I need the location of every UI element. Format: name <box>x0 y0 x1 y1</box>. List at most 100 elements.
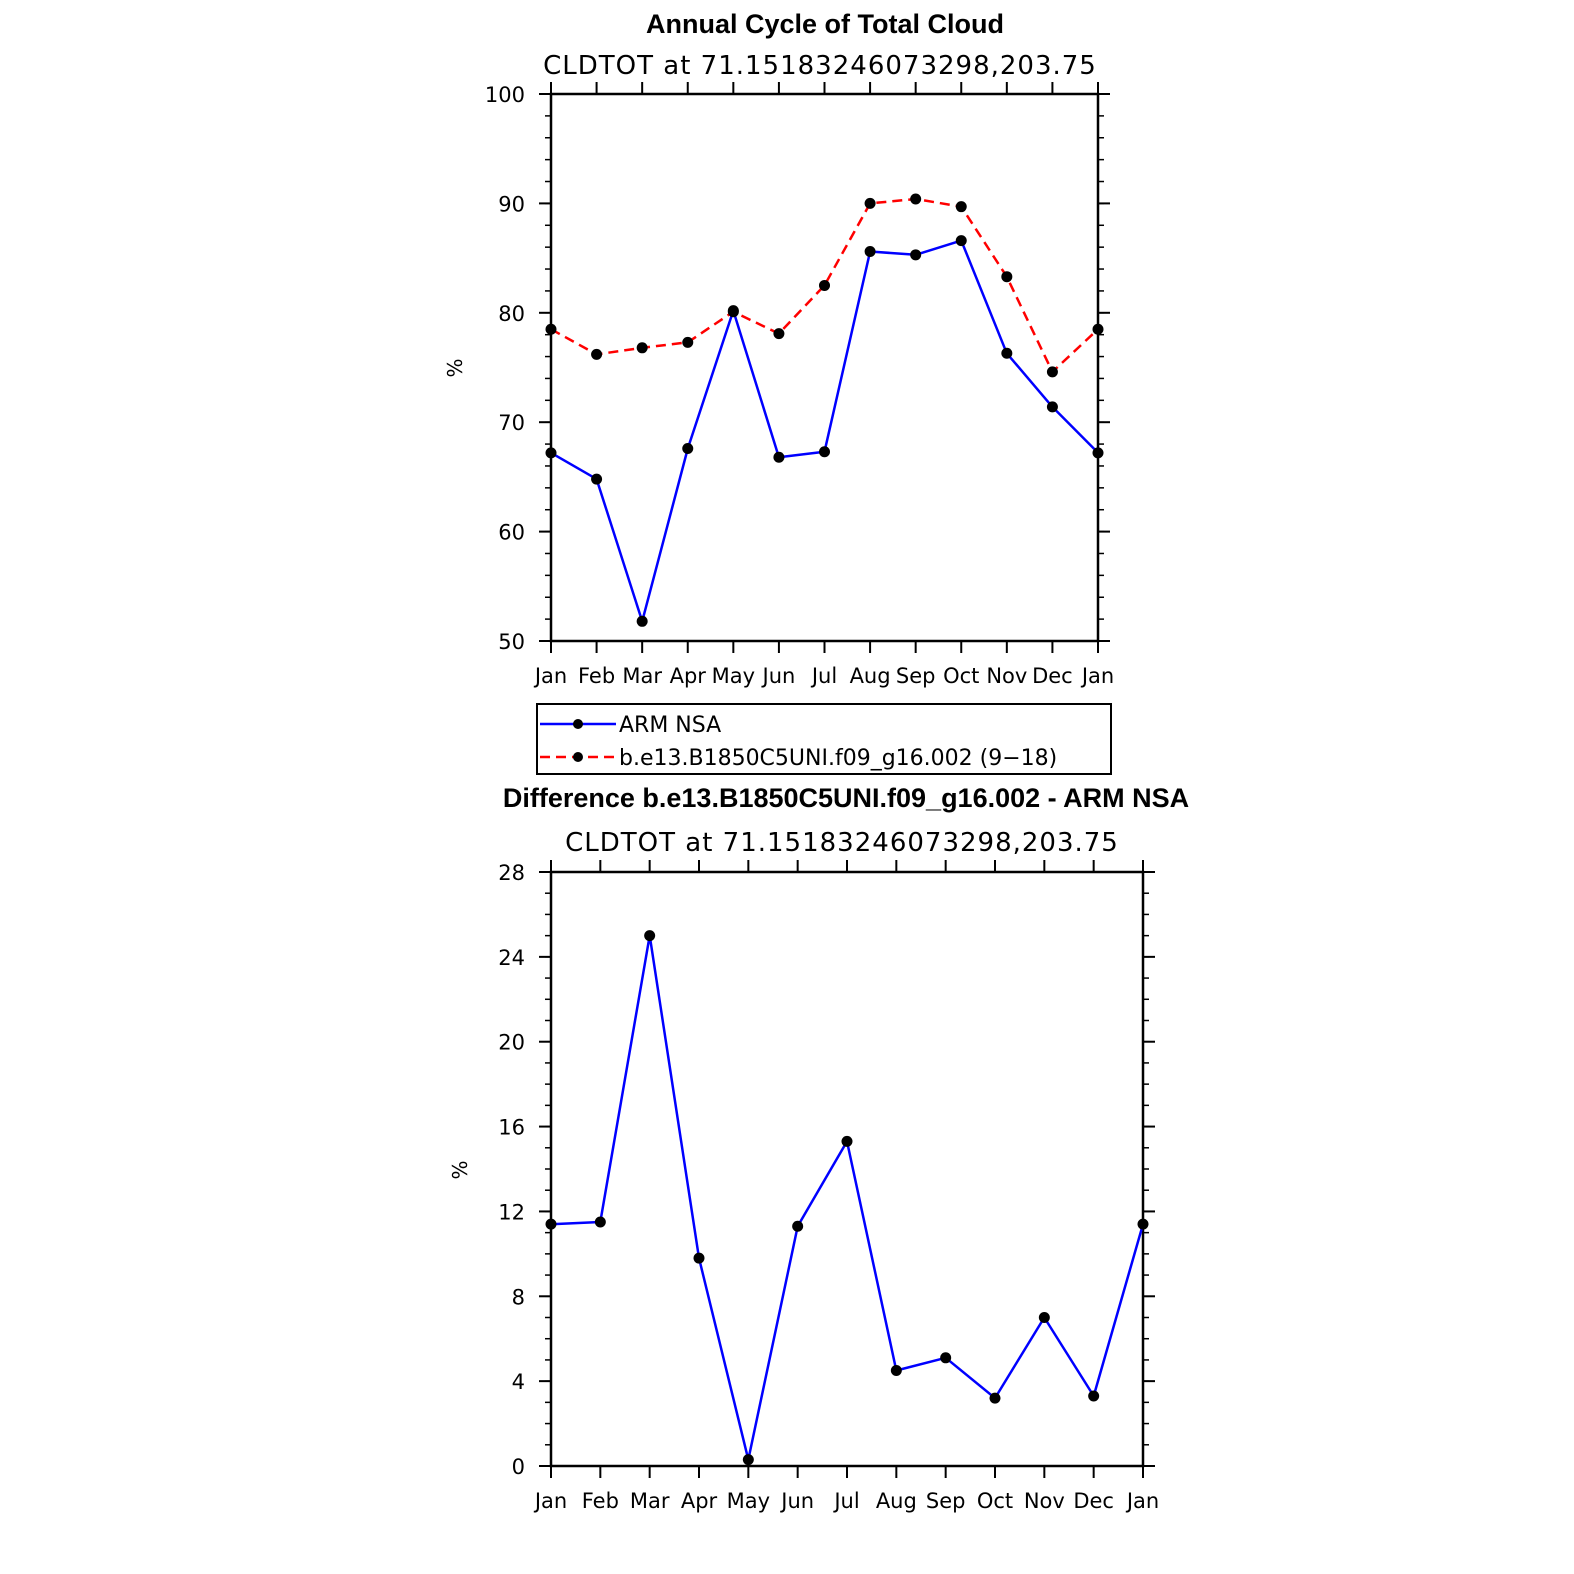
data-point <box>1001 271 1013 283</box>
x-tick-label: Apr <box>681 1489 718 1513</box>
x-tick-label: Apr <box>670 664 707 688</box>
x-tick-label: Jan <box>1125 1489 1159 1513</box>
x-tick-label: May <box>727 1489 770 1513</box>
x-tick-label: Feb <box>582 1489 619 1513</box>
x-tick-label: Nov <box>986 664 1027 688</box>
y-tick-label: 4 <box>512 1370 525 1394</box>
data-point <box>864 246 876 258</box>
y-tick-label: 28 <box>498 861 525 885</box>
legend-marker-arm-nsa <box>573 719 583 729</box>
data-point <box>1092 323 1104 335</box>
x-tick-label: Dec <box>1032 664 1073 688</box>
x-tick-label: Jan <box>533 1489 567 1513</box>
series-layer <box>545 193 1104 627</box>
x-tick-label: Oct <box>943 664 979 688</box>
x-tick-label: Mar <box>622 664 662 688</box>
chart-title: Annual Cycle of Total Cloud <box>646 9 1004 39</box>
data-point <box>545 323 557 335</box>
data-point <box>727 306 739 318</box>
y-tick-label: 16 <box>498 1116 525 1140</box>
data-point <box>792 1220 804 1232</box>
x-tick-label: May <box>712 664 755 688</box>
data-point <box>545 447 557 459</box>
chart-subtitle: CLDTOT at 71.15183246073298,203.75 <box>565 828 1119 858</box>
data-point <box>955 235 967 247</box>
data-point <box>940 1352 952 1364</box>
plot-frame <box>549 92 1100 643</box>
data-point <box>594 1216 606 1228</box>
y-axis-label: % <box>443 358 467 377</box>
y-tick-label: 90 <box>498 192 525 216</box>
data-point <box>910 249 922 261</box>
y-tick-label: 12 <box>498 1200 525 1224</box>
legend-marker-model <box>573 752 583 762</box>
data-point <box>1088 1390 1100 1402</box>
legend-label-model: b.e13.B1850C5UNI.f09_g16.002 (9−18) <box>619 746 1057 771</box>
y-tick-label: 100 <box>485 83 525 107</box>
chart-title: Difference b.e13.B1850C5UNI.f09_g16.002 … <box>503 783 1189 813</box>
y-tick-label: 60 <box>498 521 525 545</box>
y-tick-label: 70 <box>498 411 525 435</box>
annual-cycle-chart: Annual Cycle of Total Cloud CLDTOT at 71… <box>443 9 1114 775</box>
plot-frame <box>549 870 1145 1468</box>
data-point <box>636 342 648 354</box>
data-point <box>644 930 656 942</box>
y-tick-label: 0 <box>512 1455 525 1479</box>
data-point <box>773 451 785 463</box>
data-point <box>591 473 603 485</box>
x-tick-label: Aug <box>850 664 891 688</box>
data-point <box>682 442 694 454</box>
chart-subtitle: CLDTOT at 71.15183246073298,203.75 <box>543 51 1097 81</box>
data-point <box>819 279 830 291</box>
data-point <box>693 1252 705 1264</box>
legend-label-arm-nsa: ARM NSA <box>619 713 721 738</box>
y-tick-label: 20 <box>498 1031 525 1055</box>
data-point <box>636 615 648 627</box>
x-tick-label: Oct <box>977 1489 1013 1513</box>
x-tick-label: Nov <box>1024 1489 1065 1513</box>
data-point <box>890 1365 902 1377</box>
data-point <box>773 328 785 340</box>
data-point <box>682 336 694 348</box>
data-point <box>910 193 922 205</box>
x-tick-label: Feb <box>578 664 615 688</box>
data-point <box>841 1135 853 1147</box>
data-point <box>742 1454 754 1466</box>
data-point <box>1137 1218 1149 1230</box>
data-point <box>1092 447 1104 459</box>
x-tick-label: Sep <box>926 1489 966 1513</box>
x-tick-label: Aug <box>876 1489 917 1513</box>
series-line-0 <box>550 934 1145 1461</box>
y-tick-label: 50 <box>498 630 525 654</box>
x-tick-label: Mar <box>630 1489 670 1513</box>
x-tick-label: Jan <box>1080 664 1114 688</box>
data-point <box>819 446 830 458</box>
data-point <box>955 201 967 213</box>
y-tick-label: 8 <box>512 1285 525 1309</box>
data-point <box>591 348 603 360</box>
data-point <box>1046 401 1058 413</box>
difference-chart: Difference b.e13.B1850C5UNI.f09_g16.002 … <box>448 783 1189 1513</box>
data-point <box>864 197 876 209</box>
y-axis-label: % <box>448 1160 472 1179</box>
x-tick-label: Jul <box>810 664 837 688</box>
legend-box <box>536 703 1112 775</box>
x-tick-label: Jul <box>832 1489 859 1513</box>
series-layer <box>545 930 1149 1466</box>
data-point <box>1046 366 1058 378</box>
x-tick-label: Dec <box>1073 1489 1114 1513</box>
legend: ARM NSA b.e13.B1850C5UNI.f09_g16.002 (9−… <box>536 703 1112 775</box>
x-tick-label: Jun <box>779 1489 814 1513</box>
y-tick-label: 24 <box>498 946 525 970</box>
x-tick-label: Jan <box>533 664 567 688</box>
axes: 0 4 8 12 16 20 24 28 Jan Feb Mar Apr May Jun Jul Aug Sep… <box>498 860 1159 1513</box>
data-point <box>989 1392 1001 1404</box>
data-point <box>1038 1312 1050 1323</box>
x-tick-label: Sep <box>896 664 936 688</box>
data-point <box>1001 347 1013 359</box>
axes: 50 60 70 80 90 100 Jan Feb Mar Apr May Jun Jul Aug Sep… <box>485 82 1114 688</box>
data-point <box>545 1218 557 1230</box>
y-tick-label: 80 <box>498 302 525 326</box>
x-tick-label: Jun <box>761 664 796 688</box>
